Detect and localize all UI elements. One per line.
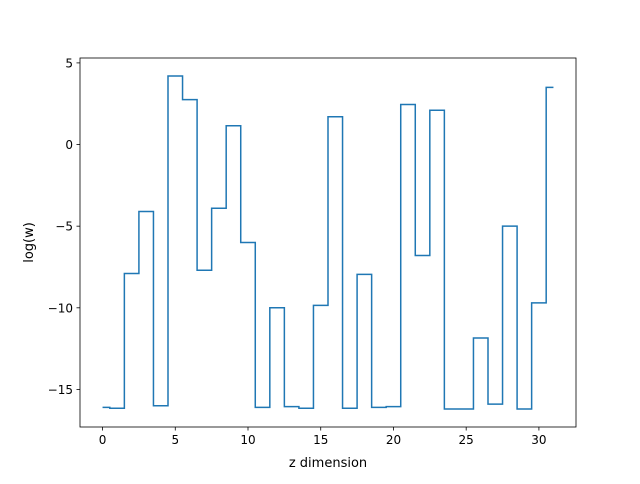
y-tick-label: 0	[65, 138, 73, 152]
x-axis-label: z dimension	[289, 456, 367, 471]
x-tick-label: 10	[240, 433, 255, 447]
y-tick-label: −15	[48, 383, 73, 397]
y-axis-ticks: 5 0 −5 −10 −15	[48, 56, 80, 397]
x-tick-label: 20	[386, 433, 401, 447]
y-tick-label: 5	[65, 56, 73, 70]
y-axis-label: log(w)	[22, 222, 37, 263]
x-tick-label: 5	[171, 433, 179, 447]
x-axis-ticks: 0 5 10 15 20 25 30	[99, 427, 547, 447]
y-tick-label: −5	[55, 220, 73, 234]
x-tick-label: 15	[313, 433, 328, 447]
series-line-0	[102, 75, 554, 410]
series-layer	[102, 75, 554, 410]
x-tick-label: 25	[459, 433, 474, 447]
plot-area	[79, 57, 577, 428]
x-tick-label: 0	[99, 433, 107, 447]
y-tick-label: −10	[48, 301, 73, 315]
axes-frame	[79, 57, 577, 428]
x-tick-label: 30	[531, 433, 546, 447]
